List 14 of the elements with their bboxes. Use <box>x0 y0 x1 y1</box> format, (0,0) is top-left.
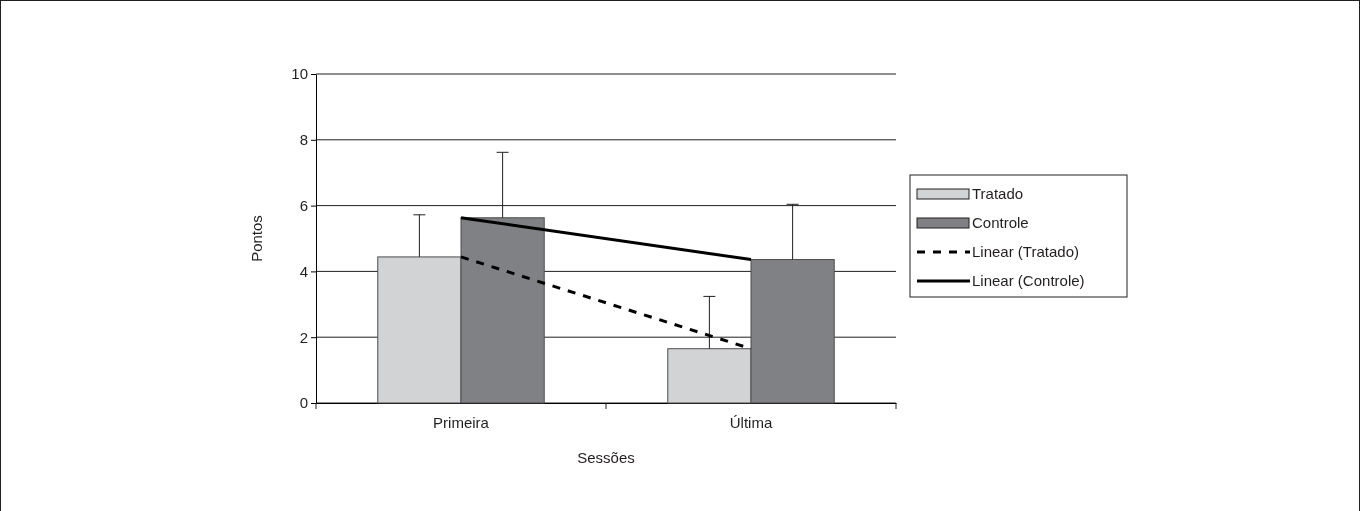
legend-label: Tratado <box>972 185 1024 202</box>
x-tick-label: Última <box>729 413 773 431</box>
x-tick-label: Primeira <box>433 413 490 431</box>
y-tick-label: 4 <box>299 262 308 280</box>
legend-label: Controle <box>972 214 1029 231</box>
y-tick-label: 10 <box>291 65 308 83</box>
y-tick-label: 0 <box>299 394 308 412</box>
legend-label: Linear (Controle) <box>972 272 1085 289</box>
y-tick-label: 6 <box>299 196 308 214</box>
x-axis-title: Sessões <box>577 449 635 466</box>
y-tick-label: 2 <box>299 328 308 346</box>
legend-label: Linear (Tratado) <box>972 243 1079 260</box>
y-tick-label: 8 <box>299 131 308 149</box>
y-axis-title: Pontos <box>248 215 265 262</box>
